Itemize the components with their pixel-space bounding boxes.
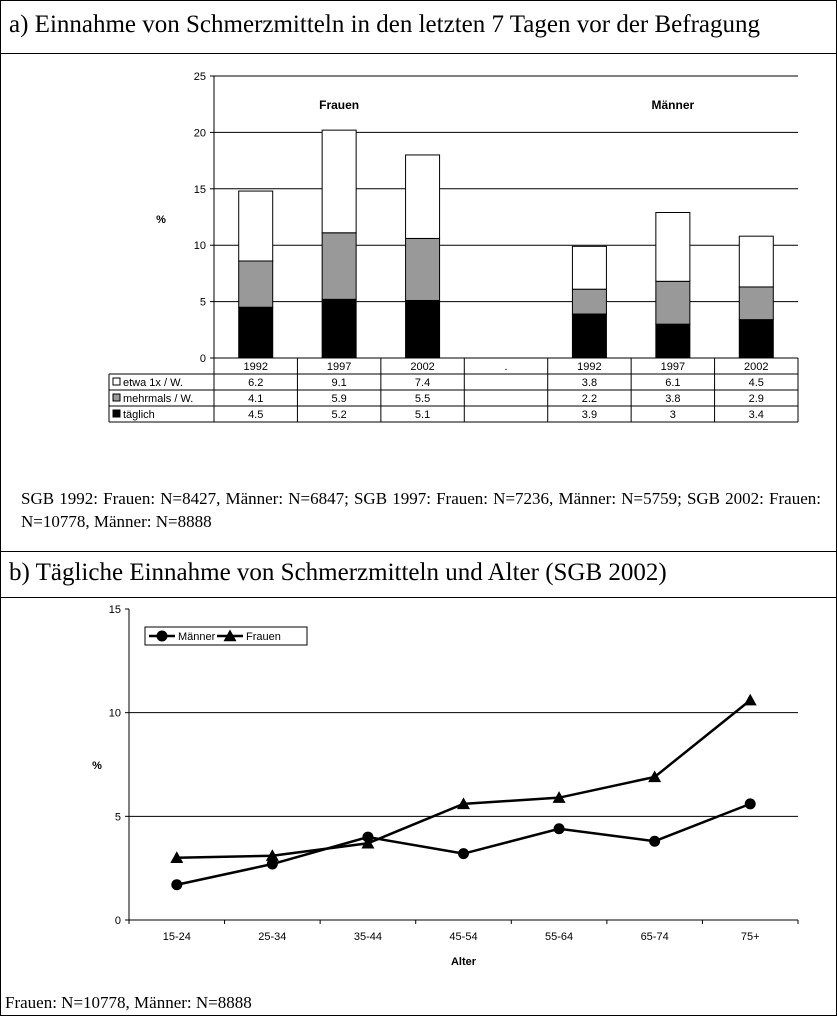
data-label: 5.5 xyxy=(415,393,430,405)
series-line-frauen xyxy=(176,699,751,860)
bar-segment-mehrmals xyxy=(321,232,357,300)
legend-swatch-mehrmals xyxy=(112,393,121,402)
data-point-maenner xyxy=(458,848,469,860)
x-tick-label-b: 45-54 xyxy=(449,931,477,943)
bar-segment-mehrmals xyxy=(738,286,774,321)
data-label: 2.2 xyxy=(582,393,597,405)
data-point-frauen xyxy=(170,851,184,863)
bar-segment-mehrmals xyxy=(405,237,441,301)
legend-swatch-taeglich xyxy=(112,409,121,418)
bar-segment-taeglich xyxy=(655,323,691,359)
title-b-divider xyxy=(1,597,836,598)
y-tick-label-a: 10 xyxy=(194,240,206,252)
bar-segment-mehrmals xyxy=(571,288,607,315)
x-tick-label-a: 1997 xyxy=(327,361,351,373)
bar-segment-taeglich xyxy=(321,298,357,359)
panel-divider xyxy=(1,551,836,552)
data-point-frauen xyxy=(648,770,662,783)
x-tick-label-a: 2002 xyxy=(744,361,768,373)
title-a-divider xyxy=(1,53,836,54)
data-label: 5.1 xyxy=(415,409,430,421)
data-label: 3.8 xyxy=(665,393,680,405)
panel-a-sample-note: SGB 1992: Frauen: N=8427, Männer: N=6847… xyxy=(21,489,821,531)
bar-segment-mehrmals xyxy=(238,260,274,308)
data-point-maenner xyxy=(171,879,183,891)
x-tick-label-a: 2002 xyxy=(410,361,434,373)
data-label: 4.1 xyxy=(248,393,263,405)
bar-segment-mehrmals xyxy=(655,280,691,325)
panel-a-title: a) Einnahme von Schmerzmitteln in den le… xyxy=(9,11,761,38)
data-label: 3 xyxy=(670,409,676,421)
bar-segment-etwa xyxy=(405,154,441,239)
legend-label: etwa 1x / W. xyxy=(123,377,183,389)
x-tick-label-b: 55-64 xyxy=(545,931,573,943)
x-tick-label-b: 35-44 xyxy=(354,931,382,943)
data-label: 3.8 xyxy=(582,377,597,389)
y-tick-label-a: 5 xyxy=(200,297,206,309)
legend-marker xyxy=(156,630,168,642)
x-tick-label-a: 1992 xyxy=(243,361,267,373)
data-point-frauen xyxy=(361,836,375,849)
y-tick-label-a: 0 xyxy=(200,353,206,365)
y-tick-label-b: 15 xyxy=(109,604,121,616)
stacked-bar-chart: 0 5 10 15 20 25% Frauen Männer 1992 1997 2002. 1992… xyxy=(108,71,799,423)
y-tick-label-b: 0 xyxy=(115,915,121,927)
legend-label: täglich xyxy=(123,409,155,421)
x-tick-label-a: . xyxy=(504,361,507,373)
data-label: 7.4 xyxy=(415,377,430,389)
y-tick-label-b: 10 xyxy=(109,708,121,720)
data-label: 3.9 xyxy=(582,409,597,421)
x-tick-label-a: 1997 xyxy=(661,361,685,373)
data-point-maenner xyxy=(266,858,278,870)
x-tick-label-b: 75+ xyxy=(741,931,760,943)
data-point-maenner xyxy=(553,823,565,835)
bar-segment-etwa xyxy=(571,245,607,290)
line-chart: 0 5 10 15 15-24 25-34 35-44 45-54 55-64 65-74 75+ A… xyxy=(92,604,799,968)
y-tick-label-a: 25 xyxy=(194,71,206,83)
legend-swatch-etwa xyxy=(112,377,121,386)
bar-segment-etwa xyxy=(238,190,274,262)
data-label: 6.1 xyxy=(665,377,680,389)
data-point-frauen xyxy=(743,693,757,706)
data-point-frauen xyxy=(457,797,470,810)
data-point-frauen xyxy=(265,849,279,861)
data-label: 4.5 xyxy=(749,377,764,389)
x-axis-label-b: Alter xyxy=(451,956,477,968)
data-label: 3.4 xyxy=(749,409,764,421)
data-label: 5.9 xyxy=(331,393,346,405)
data-point-maenner xyxy=(744,798,756,810)
x-tick-label-b: 65-74 xyxy=(641,931,669,943)
bar-segment-etwa xyxy=(738,235,774,288)
data-point-frauen xyxy=(552,791,566,803)
y-tick-label-b: 5 xyxy=(115,811,121,823)
y-tick-label-a: 15 xyxy=(194,184,206,196)
y-axis-label-a: % xyxy=(156,214,166,226)
x-tick-label-a: 1992 xyxy=(577,361,601,373)
group-label-frauen: Frauen xyxy=(319,98,359,112)
x-tick-label-b: 15-24 xyxy=(163,931,191,943)
panel-b-sample-note: Frauen: N=10778, Männer: N=8888 xyxy=(5,993,252,1012)
data-label: 6.2 xyxy=(248,377,263,389)
data-label: 2.9 xyxy=(749,393,764,405)
x-tick-label-b: 25-34 xyxy=(258,931,286,943)
bar-segment-etwa xyxy=(321,129,357,234)
bar-segment-etwa xyxy=(655,211,691,282)
panel-b-title: b) Tägliche Einnahme von Schmerzmitteln … xyxy=(9,559,667,586)
y-axis-label-b: % xyxy=(92,760,102,772)
y-tick-label-a: 20 xyxy=(194,127,206,139)
legend-marker xyxy=(223,629,237,642)
legend-label: Männer xyxy=(178,631,216,643)
data-label: 9.1 xyxy=(331,377,346,389)
group-label-maenner: Männer xyxy=(652,98,695,112)
bar-segment-taeglich xyxy=(571,313,607,359)
data-label: 4.5 xyxy=(248,409,263,421)
legend-label: Frauen xyxy=(246,631,281,643)
data-point-maenner xyxy=(649,835,661,847)
data-label: 5.2 xyxy=(331,409,346,421)
legend-label: mehrmals / W. xyxy=(123,393,193,405)
